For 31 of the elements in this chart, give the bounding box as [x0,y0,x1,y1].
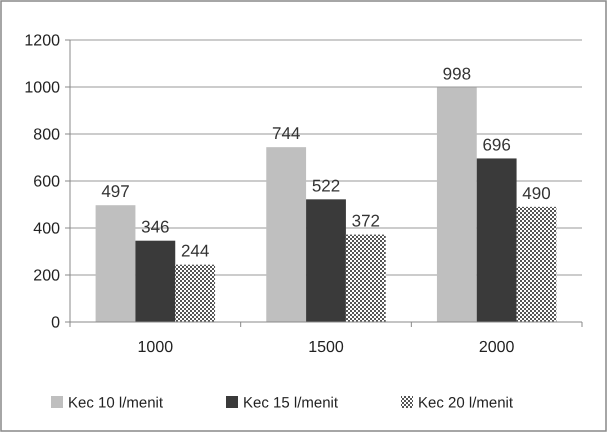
y-tick-label: 800 [33,126,60,144]
data-label: 244 [180,242,210,261]
data-label: 696 [482,135,511,154]
y-tick-label: 600 [33,174,60,191]
x-tick-label: 2000 [478,339,515,356]
data-label: 497 [101,182,130,202]
y-tick-label: 1200 [24,32,60,50]
x-tick-label: 1000 [138,339,174,356]
bar [266,147,306,322]
bar [346,234,386,322]
data-label: 744 [272,124,300,144]
legend-label: Kec 15 l/menit [243,394,339,412]
y-tick-label: 200 [33,268,60,285]
y-tick-label: 0 [51,314,60,332]
bar [175,264,216,322]
y-tick-label: 1000 [24,80,60,97]
bar [516,206,556,322]
x-tick-label: 1500 [308,339,344,356]
data-label: 522 [312,176,340,196]
data-label: 346 [141,218,170,237]
bar [306,199,346,322]
bar [135,240,176,322]
bar [476,158,517,322]
bar [436,87,477,322]
y-tick-label: 400 [33,220,60,238]
legend-label: Kec 20 l/menit [418,394,514,412]
data-label: 998 [442,64,472,84]
legend-label: Kec 10 l/menit [68,394,164,412]
bar [96,205,136,322]
data-label: 490 [522,184,551,203]
data-label: 372 [352,212,380,231]
